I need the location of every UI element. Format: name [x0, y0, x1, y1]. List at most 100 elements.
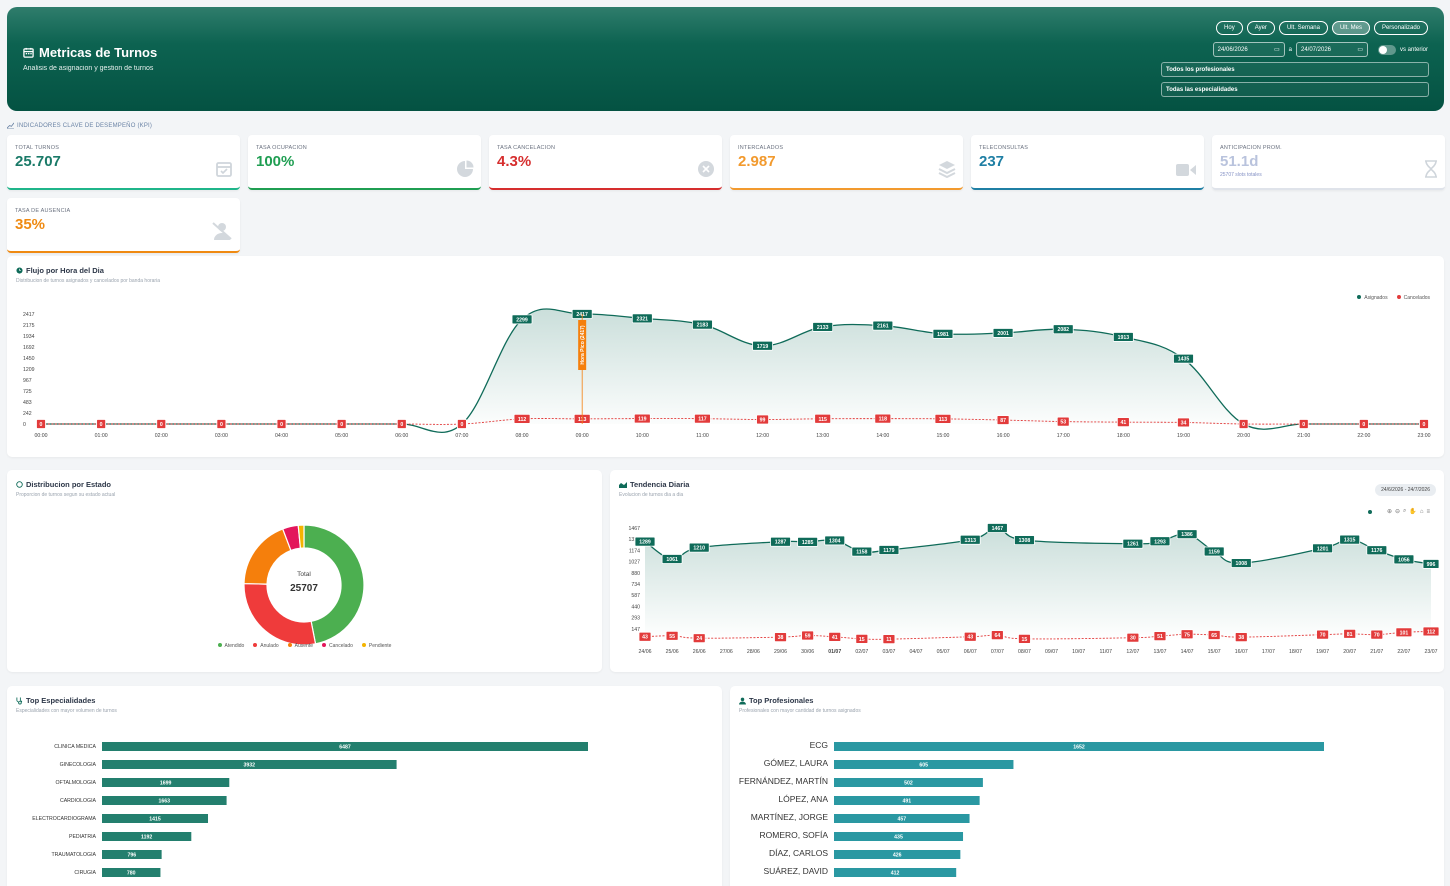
data-label-asignados: 1293: [1154, 539, 1166, 545]
x-tick-label: 10/07: [1072, 649, 1085, 655]
data-label-cancelados: 0: [1362, 422, 1365, 428]
user-icon: [739, 697, 746, 704]
legend-label: Ausente: [294, 643, 314, 649]
chart-line-icon: [7, 122, 14, 129]
specialty-filter[interactable]: Todas las especialidades: [1161, 82, 1429, 97]
y-tick-label: 1321: [628, 537, 640, 543]
x-tick-label: 17:00: [1057, 433, 1070, 439]
date-from-input[interactable]: 24/06/2026 ▭: [1212, 42, 1285, 57]
data-label-cancelados: 11: [886, 637, 892, 643]
period-ult-semana-button[interactable]: Ult. Semana: [1278, 21, 1328, 35]
bar: [102, 760, 397, 769]
x-tick-label: 18/07: [1289, 649, 1302, 655]
menu-icon[interactable]: ≡: [1426, 508, 1430, 515]
specialties-subtitle: Especialidades con mayor volumen de turn…: [16, 708, 117, 714]
professionals-subtitle: Profesionales con mayor cantidad de turn…: [739, 708, 861, 714]
kpi-value: 2.987: [738, 153, 776, 170]
data-label-asignados: 1210: [693, 546, 705, 552]
period-ult-mes-button[interactable]: Ult. Mes: [1331, 21, 1370, 35]
data-label-asignados: 1435: [1178, 357, 1190, 363]
data-label-cancelados-box: [276, 419, 287, 429]
x-tick-label: 13:00: [816, 433, 829, 439]
bar-value-label: 502: [904, 781, 913, 787]
legend-label: Pendiente: [368, 643, 392, 649]
x-tick-label: 10:00: [636, 433, 649, 439]
legend-item[interactable]: Pendiente: [361, 643, 392, 649]
compare-toggle[interactable]: [1377, 44, 1396, 55]
data-label-cancelados-box: [1419, 419, 1429, 429]
calendar-small-icon: ▭: [1273, 47, 1280, 53]
x-tick-label: 06:00: [395, 433, 408, 439]
data-label-cancelados-box: [96, 419, 107, 429]
zoom-in-icon[interactable]: ⊕: [1386, 509, 1392, 515]
data-label-asignados: 1201: [1317, 546, 1329, 552]
bar: [834, 760, 1014, 769]
legend-dot-icon: [1396, 295, 1401, 299]
legend-item[interactable]: Ausente: [287, 643, 314, 649]
bar-category-label: OFTALMOLOGIA: [55, 780, 96, 786]
data-label-asignados-box: [688, 542, 710, 553]
x-tick-label: 05/07: [937, 649, 950, 655]
legend-dot-icon: [1367, 509, 1372, 514]
x-tick-label: 02/07: [855, 649, 868, 655]
legend-item[interactable]: Asignados: [1357, 295, 1388, 301]
legend-item[interactable]: Cancelado: [322, 643, 353, 649]
data-label-cancelados-box: [1298, 419, 1309, 429]
data-label-asignados: 1719: [757, 344, 769, 350]
bar-value-label: 1699: [160, 781, 172, 787]
calendar-check-icon: [215, 160, 233, 183]
bar-value-label: 3932: [244, 763, 256, 769]
kpi-value: 25.707: [15, 153, 61, 170]
bar: [834, 742, 1324, 751]
data-label-cancelados-box: [1018, 633, 1031, 644]
zoom-out-icon[interactable]: ⊖: [1394, 509, 1400, 515]
data-label-cancelados: 43: [967, 635, 973, 641]
bar-category-label: ECG: [810, 740, 828, 750]
kpi-label: TASA CANCELACION: [497, 145, 556, 151]
legend-dot-icon: [322, 643, 327, 647]
x-tick-label: 15:00: [936, 433, 949, 439]
legend-item[interactable]: Anulado: [253, 643, 279, 649]
data-label-cancelados: 0: [220, 422, 223, 428]
data-label-cancelados-box: [1238, 419, 1249, 429]
professional-filter[interactable]: Todos los profesionales: [1161, 62, 1429, 77]
peak-marker-label: Hora Pico (2417): [580, 325, 586, 365]
bar: [102, 850, 162, 859]
data-label-cancelados: 0: [1242, 422, 1245, 428]
data-label-cancelados: 0: [340, 422, 343, 428]
period-ayer-button[interactable]: Ayer: [1246, 21, 1275, 35]
period-hoy-button[interactable]: Hoy: [1216, 21, 1243, 35]
y-tick-label: 483: [23, 400, 32, 406]
data-label-asignados-box: [1230, 558, 1252, 568]
data-label-cancelados-box: [1180, 629, 1194, 640]
data-label-asignados: 1913: [1118, 335, 1130, 341]
bar: [102, 814, 209, 823]
data-label-asignados-box: [1312, 543, 1333, 554]
date-from-value: 24/06/2026: [1217, 46, 1248, 53]
data-label-cancelados: 81: [1347, 632, 1353, 638]
date-to-input[interactable]: 24/07/2026 ▭: [1295, 42, 1368, 57]
x-tick-label: 05:00: [335, 433, 348, 439]
home-icon[interactable]: ⌂: [1419, 508, 1424, 515]
bar: [102, 832, 192, 841]
data-label-cancelados: 112: [518, 417, 526, 423]
x-tick-label: 17/07: [1262, 649, 1275, 655]
data-label-asignados: 1159: [1209, 550, 1220, 556]
data-label-cancelados-box: [1234, 632, 1248, 642]
legend-item[interactable]: Cancelados: [1396, 295, 1430, 301]
data-label-cancelados: 43: [642, 635, 648, 641]
search-icon[interactable]: ⌕: [1403, 508, 1407, 514]
bar-category-label: LÓPEZ, ANA: [778, 794, 828, 804]
y-tick-label: 587: [631, 593, 640, 599]
legend-item[interactable]: Atendido: [217, 643, 244, 649]
data-label-cancelados: 65: [1211, 633, 1217, 639]
pan-icon[interactable]: ✋: [1409, 509, 1417, 515]
period-personalizado-button[interactable]: Personalizado: [1373, 21, 1428, 35]
date-separator: a: [1288, 46, 1292, 53]
data-label-cancelados-box: [1395, 627, 1413, 638]
x-tick-label: 07:00: [455, 433, 468, 439]
x-tick-label: 04:00: [275, 433, 288, 439]
legend-label: Cancelado: [329, 643, 353, 649]
x-tick-label: 03/07: [882, 649, 895, 655]
data-label-asignados-box: [1052, 324, 1074, 335]
